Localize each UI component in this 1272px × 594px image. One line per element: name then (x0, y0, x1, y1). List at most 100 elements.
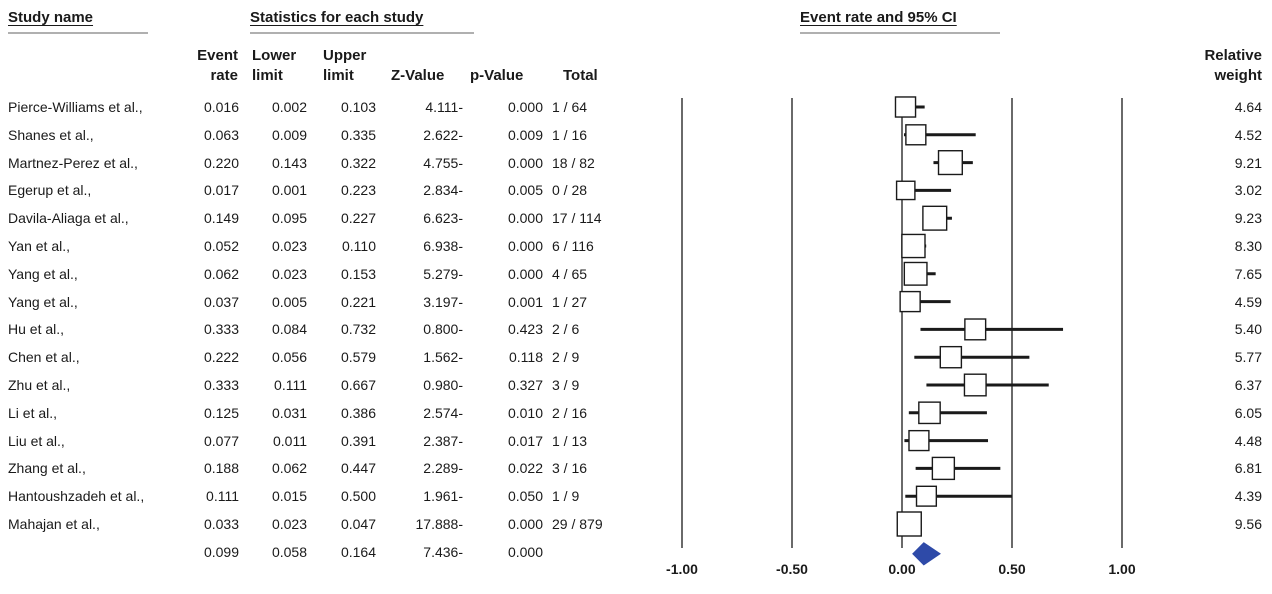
upper-limit-cell: 0.667 (340, 377, 376, 393)
summary-z-value-cell: 7.436- (423, 543, 463, 560)
total-cell: 18 / 82 (552, 154, 595, 171)
study-marker (905, 124, 927, 146)
study-marker (896, 511, 922, 537)
p-value-cell: 0.010 (507, 404, 543, 421)
relative-weight-cell: 9.21 (1234, 154, 1262, 171)
z-value-cell: 2.834- (423, 182, 463, 199)
event-rate-header-line2: rate (210, 67, 238, 84)
lower-limit-cell: 0.009 (271, 126, 307, 143)
z-value-header: Z-Value (391, 67, 445, 84)
lower-limit-cell: 0.002 (271, 99, 307, 115)
upper-limit-header-line1: Upper (323, 47, 367, 64)
total-cell: 17 / 114 (552, 210, 602, 227)
event-rate-cell: 0.222 (203, 349, 239, 366)
z-value-cell: 2.289- (423, 460, 463, 477)
x-tick-label: 0.50 (998, 561, 1025, 577)
study-marker (908, 429, 930, 452)
event-rate-cell: 0.062 (203, 265, 239, 282)
lower-limit-cell: 0.011 (273, 432, 307, 449)
total-cell: 1 / 27 (552, 293, 588, 310)
lower-limit-cell: 0.062 (271, 460, 307, 477)
study-marker (939, 345, 963, 369)
study-name-cell: Davila-Aliaga et al., (8, 210, 129, 227)
p-value-cell: 0.000 (507, 154, 543, 171)
upper-limit-cell: 0.391 (340, 432, 376, 449)
p-value-cell: 0.000 (507, 238, 543, 254)
total-cell: 1 / 64 (552, 99, 588, 115)
total-cell: 2 / 9 (552, 349, 580, 366)
upper-limit-cell: 0.335 (340, 126, 376, 143)
z-value-cell: 4.755- (423, 154, 463, 171)
total-cell: 1 / 13 (552, 432, 588, 449)
summary-event-rate-cell: 0.099 (203, 543, 239, 560)
summary-p-value-cell: 0.000 (507, 543, 543, 560)
total-header: Total (563, 67, 598, 84)
relative-weight-cell: 6.81 (1234, 460, 1262, 477)
z-value-cell: 2.574- (423, 404, 463, 421)
z-value-cell: 4.111- (425, 99, 463, 115)
lower-limit-cell: 0.015 (271, 488, 307, 505)
relative-weight-cell: 6.37 (1234, 377, 1262, 393)
p-value-cell: 0.005 (507, 182, 543, 199)
p-value-cell: 0.423 (507, 321, 543, 338)
summary-lower-limit-cell: 0.058 (271, 543, 307, 560)
relative-weight-cell: 4.52 (1234, 126, 1262, 143)
relative-weight-cell: 4.39 (1234, 488, 1262, 505)
event-rate-header-line1: Event (197, 47, 238, 64)
lower-limit-cell: 0.023 (271, 516, 307, 532)
relative-weight-header-line2: weight (1214, 67, 1263, 84)
relative-weight-cell: 4.59 (1234, 293, 1262, 310)
lower-limit-cell: 0.056 (271, 349, 307, 366)
z-value-cell: 0.800- (423, 321, 463, 338)
study-marker (901, 233, 926, 259)
total-cell: 1 / 9 (552, 488, 580, 505)
lower-limit-cell: 0.143 (271, 154, 307, 171)
event-rate-header: Event rate (180, 46, 238, 86)
upper-limit-cell: 0.223 (340, 182, 376, 199)
lower-limit-cell: 0.023 (271, 238, 307, 254)
event-rate-cell: 0.220 (203, 154, 239, 171)
study-marker (937, 150, 963, 176)
p-value-cell: 0.000 (507, 210, 543, 227)
relative-weight-header-line1: Relative (1204, 47, 1262, 64)
lower-limit-header-line1: Lower (252, 47, 297, 64)
lower-limit-cell: 0.001 (271, 182, 307, 199)
z-value-cell: 6.938- (423, 238, 463, 254)
z-value-cell: 1.562- (423, 349, 463, 366)
z-value-cell: 17.888- (415, 516, 463, 532)
study-name-cell: Mahajan et al., (8, 516, 100, 532)
total-cell: 0 / 28 (552, 182, 588, 199)
study-name-cell: Chen et al., (8, 349, 80, 366)
upper-limit-cell: 0.227 (340, 210, 376, 227)
summary-upper-limit-cell: 0.164 (340, 543, 376, 560)
study-marker (963, 373, 987, 397)
study-name-cell: Yan et al., (8, 238, 71, 254)
upper-limit-cell: 0.386 (340, 404, 376, 421)
study-name-header: Study name (8, 9, 94, 26)
upper-limit-cell: 0.447 (340, 460, 376, 477)
lower-limit-cell: 0.095 (271, 210, 307, 227)
statistics-header: Statistics for each study (250, 9, 424, 26)
relative-weight-cell: 4.48 (1234, 432, 1262, 449)
study-marker (964, 318, 987, 341)
z-value-cell: 5.279- (423, 265, 463, 282)
event-rate-cell: 0.111 (206, 488, 239, 505)
x-tick-label: 0.00 (888, 561, 915, 577)
relative-weight-cell: 4.64 (1234, 99, 1262, 115)
relative-weight-cell: 6.05 (1234, 404, 1262, 421)
study-name-cell: Liu et al., (8, 432, 65, 449)
z-value-cell: 3.197- (423, 293, 463, 310)
study-marker (918, 401, 941, 425)
event-rate-cell: 0.063 (203, 126, 239, 143)
z-value-cell: 1.961- (423, 488, 463, 505)
plot-title: Event rate and 95% CI (800, 9, 957, 26)
upper-limit-cell: 0.500 (340, 488, 376, 505)
lower-limit-cell: 0.111 (274, 377, 307, 393)
upper-limit-cell: 0.103 (340, 99, 376, 115)
event-rate-cell: 0.149 (203, 210, 239, 227)
relative-weight-cell: 5.40 (1234, 321, 1262, 338)
total-cell: 6 / 116 (552, 238, 594, 254)
study-marker (895, 180, 916, 201)
study-name-cell: Martnez-Perez et al., (8, 154, 138, 171)
